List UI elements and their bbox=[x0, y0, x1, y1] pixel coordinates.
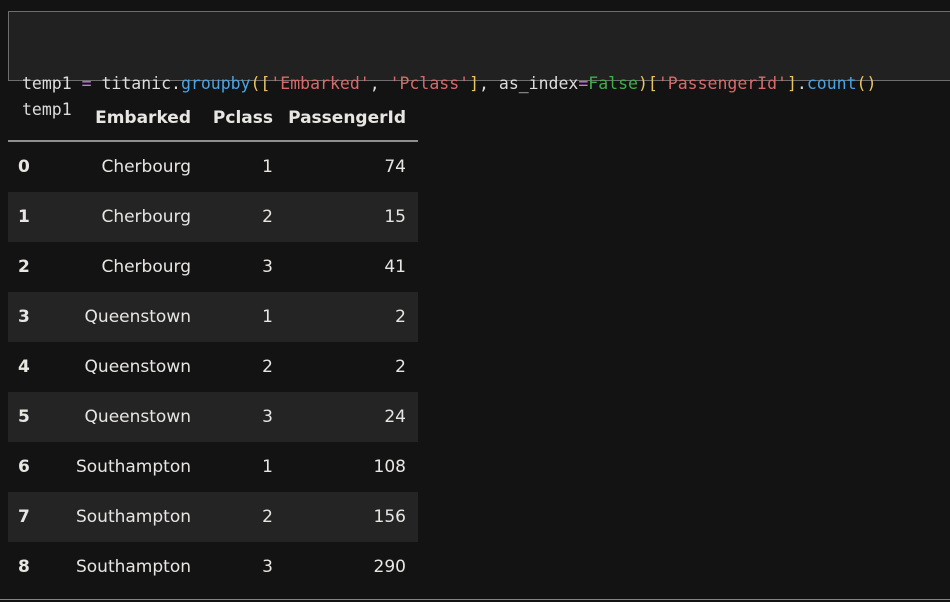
cell-embarked: Southampton bbox=[75, 507, 191, 527]
code-token: 'Pclass' bbox=[389, 74, 470, 93]
table-row: 7 Southampton 2 156 bbox=[8, 492, 418, 542]
table-row: 5 Queenstown 3 24 bbox=[8, 392, 418, 442]
row-index: 1 bbox=[18, 207, 30, 227]
cell-passengerid: 15 bbox=[384, 207, 406, 227]
code-token: False bbox=[588, 74, 638, 93]
cell-pclass: 1 bbox=[262, 307, 273, 327]
code-line[interactable]: temp1 = titanic.groupby(['Embarked', 'Pc… bbox=[22, 71, 950, 97]
cell-embarked: Queenstown bbox=[84, 407, 191, 427]
cell-embarked: Queenstown bbox=[84, 307, 191, 327]
column-header-passengerid: PassengerId bbox=[285, 96, 418, 142]
cell-embarked: Queenstown bbox=[84, 357, 191, 377]
row-index: 4 bbox=[18, 357, 30, 377]
cell-pclass: 1 bbox=[262, 457, 273, 477]
code-token: ] bbox=[786, 74, 797, 93]
code-token: . bbox=[796, 74, 807, 93]
cell-passengerid: 74 bbox=[384, 157, 406, 177]
table-row: 2 Cherbourg 3 41 bbox=[8, 242, 418, 292]
cell-passengerid: 156 bbox=[373, 507, 406, 527]
cell-output-area: Embarked Pclass PassengerId 0 Cherbourg 1 7… bbox=[8, 96, 418, 592]
cell-pclass: 3 bbox=[262, 407, 273, 427]
dataframe-body: 0 Cherbourg 1 74 1 Cherbourg 2 15 2 Cherbourg 3 41 3… bbox=[8, 141, 418, 592]
cell-passengerid: 41 bbox=[384, 257, 406, 277]
code-token: = bbox=[578, 74, 589, 93]
table-row: 6 Southampton 1 108 bbox=[8, 442, 418, 492]
cell-pclass: 3 bbox=[262, 557, 273, 577]
cell-embarked: Cherbourg bbox=[101, 257, 191, 277]
dataframe-table: Embarked Pclass PassengerId 0 Cherbourg 1 7… bbox=[8, 96, 418, 592]
code-token: ([ bbox=[250, 74, 271, 93]
cell-passengerid: 108 bbox=[373, 457, 406, 477]
cell-passengerid: 24 bbox=[384, 407, 406, 427]
code-token: titanic. bbox=[91, 74, 181, 93]
row-index: 2 bbox=[18, 257, 30, 277]
table-row: 1 Cherbourg 2 15 bbox=[8, 192, 418, 242]
cell-pclass: 1 bbox=[262, 157, 273, 177]
code-token: count bbox=[806, 74, 857, 93]
code-token: 'Embarked' bbox=[270, 74, 370, 93]
code-token: , as_index bbox=[479, 74, 579, 93]
table-header-row: Embarked Pclass PassengerId bbox=[8, 96, 418, 142]
row-index: 6 bbox=[18, 457, 30, 477]
cell-embarked: Cherbourg bbox=[101, 207, 191, 227]
cell-embarked: Cherbourg bbox=[101, 157, 191, 177]
row-index: 7 bbox=[18, 507, 30, 527]
cell-separator bbox=[0, 599, 950, 600]
table-row: 4 Queenstown 2 2 bbox=[8, 342, 418, 392]
row-index: 8 bbox=[18, 557, 30, 577]
code-token: ] bbox=[469, 74, 480, 93]
column-header-pclass: Pclass bbox=[203, 96, 285, 142]
code-token: temp1 bbox=[22, 74, 82, 93]
column-header-index bbox=[8, 96, 52, 142]
code-token: 'PassengerId' bbox=[657, 74, 787, 93]
cell-embarked: Southampton bbox=[75, 557, 191, 577]
cell-passengerid: 2 bbox=[395, 307, 406, 327]
cell-pclass: 3 bbox=[262, 257, 273, 277]
table-row: 3 Queenstown 1 2 bbox=[8, 292, 418, 342]
column-header-embarked: Embarked bbox=[52, 96, 203, 142]
code-token: groupby bbox=[180, 74, 251, 93]
cell-passengerid: 290 bbox=[373, 557, 406, 577]
code-token: () bbox=[856, 74, 877, 93]
cell-pclass: 2 bbox=[262, 207, 273, 227]
table-row: 0 Cherbourg 1 74 bbox=[8, 141, 418, 192]
cell-embarked: Southampton bbox=[75, 457, 191, 477]
row-index: 0 bbox=[18, 157, 30, 177]
table-row: 8 Southampton 3 290 bbox=[8, 542, 418, 592]
code-token: , bbox=[369, 74, 390, 93]
cell-pclass: 2 bbox=[262, 357, 273, 377]
code-token: = bbox=[81, 74, 92, 93]
row-index: 5 bbox=[18, 407, 30, 427]
row-index: 3 bbox=[18, 307, 30, 327]
cell-pclass: 2 bbox=[262, 507, 273, 527]
cell-passengerid: 2 bbox=[395, 357, 406, 377]
code-token: )[ bbox=[637, 74, 658, 93]
code-cell[interactable]: temp1 = titanic.groupby(['Embarked', 'Pc… bbox=[8, 11, 950, 119]
